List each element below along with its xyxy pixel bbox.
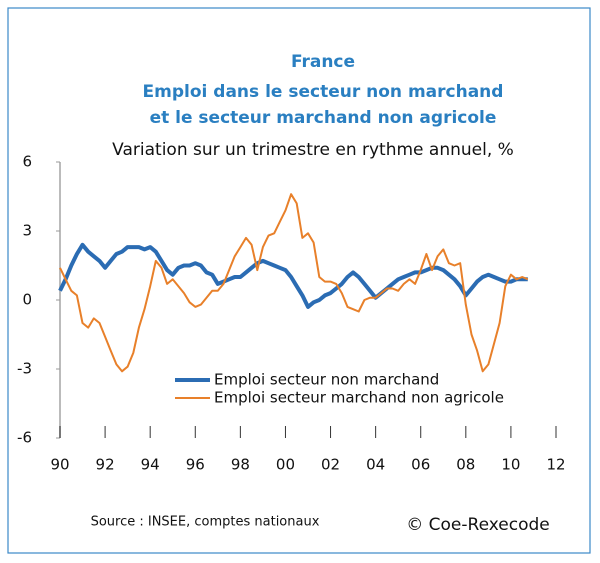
x-tick-label: 02: [321, 456, 340, 474]
y-axis-label: Variation sur un trimestre en rythme ann…: [112, 140, 514, 160]
x-tick-label: 10: [501, 456, 520, 474]
x-tick-label: 04: [366, 456, 385, 474]
credit: © Coe-Rexecode: [406, 515, 549, 535]
x-tick-label: 08: [456, 456, 475, 474]
chart-subtitle: et le secteur marchand non agricole: [150, 108, 497, 128]
y-tick-label: 6: [22, 153, 32, 171]
x-tick-label: 06: [411, 456, 430, 474]
x-tick-label: 98: [231, 456, 250, 474]
legend-label: Emploi secteur marchand non agricole: [214, 389, 504, 407]
series-line: [59, 193, 529, 373]
frame: [7, 7, 591, 554]
chart-title: France: [291, 52, 355, 72]
x-tick-label: 12: [546, 456, 565, 474]
y-tick-label: -6: [17, 429, 32, 447]
y-tick-label: 3: [22, 222, 32, 240]
chart-subtitle: Emploi dans le secteur non marchand: [143, 82, 504, 102]
y-tick-label: 0: [22, 291, 32, 309]
x-tick-label: 96: [186, 456, 205, 474]
x-tick-label: 92: [96, 456, 115, 474]
x-tick-label: 00: [276, 456, 295, 474]
legend-label: Emploi secteur non marchand: [214, 371, 439, 389]
x-tick-label: 90: [50, 456, 69, 474]
series-line: [58, 242, 528, 309]
y-tick-label: -3: [17, 360, 32, 378]
source: Source : INSEE, comptes nationaux: [91, 515, 320, 530]
x-tick-label: 94: [141, 456, 160, 474]
